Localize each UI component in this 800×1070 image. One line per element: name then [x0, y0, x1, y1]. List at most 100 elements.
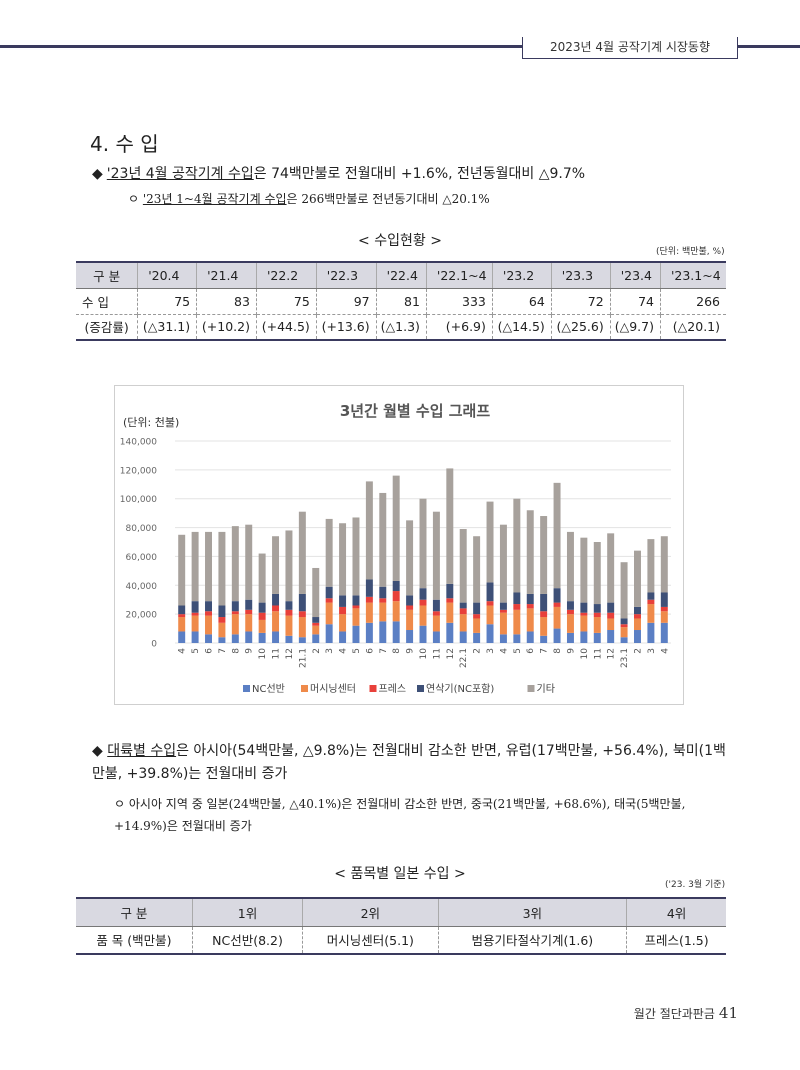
- bar-segment-0: [566, 632, 574, 643]
- header-cell-rank: 2위: [302, 897, 439, 927]
- x-tick-label: 8: [231, 648, 241, 654]
- bar-segment-4: [499, 524, 507, 603]
- bar-segment-2: [379, 598, 387, 603]
- bar-segment-1: [285, 615, 293, 636]
- bar-segment-3: [258, 602, 266, 613]
- bar-segment-4: [178, 534, 186, 606]
- bar-segment-4: [620, 562, 628, 619]
- bar-segment-4: [231, 526, 239, 602]
- bar-segment-3: [392, 580, 400, 592]
- bar-segment-3: [486, 582, 494, 602]
- bar-segment-1: [272, 611, 280, 632]
- legend-swatch: [417, 685, 424, 692]
- table-cell: 333: [425, 288, 493, 314]
- bar-segment-1: [634, 618, 641, 631]
- x-tick-label: 7: [540, 648, 550, 654]
- x-tick-label: 3: [486, 648, 496, 654]
- table-cell: (+10.2): [196, 313, 257, 341]
- x-tick-label: 5: [513, 648, 523, 654]
- x-tick-label: 10: [580, 648, 590, 660]
- bar-segment-4: [593, 542, 601, 605]
- bar-segment-0: [325, 624, 333, 643]
- bar-segment-0: [312, 634, 320, 643]
- japan-import-caption: < 품목별 일본 수입 >: [334, 866, 466, 882]
- table-cell: 266: [659, 288, 726, 314]
- japan-import-table: 구 분 1위 2위 3위 4위 품 목 (백만불) NC선반(8.2) 머시닝센터(5.1)…: [76, 897, 726, 955]
- bar-segment-3: [499, 602, 507, 610]
- bar-segment-3: [245, 599, 253, 610]
- row-label: (증감률): [76, 313, 138, 341]
- bar-segment-4: [258, 553, 266, 603]
- table-row: (증감률) (△31.1) (+10.2) (+44.5) (+13.6) (△1.3)(…: [76, 313, 726, 341]
- summary-sub-bullet-text: 은 266백만불로 전년동기대비 △20.1%: [286, 192, 490, 206]
- bar-segment-2: [566, 609, 574, 615]
- bar-segment-0: [245, 631, 253, 643]
- legend-swatch: [369, 685, 377, 692]
- bar-segment-2: [325, 598, 333, 603]
- bar-segment-1: [352, 608, 360, 626]
- bar-segment-1: [379, 602, 387, 622]
- region-bullet-subject: 대륙별 수입: [107, 743, 177, 759]
- japan-import-unit: ('23. 3월 기준): [665, 880, 726, 890]
- x-tick-label: 11: [432, 648, 442, 659]
- bar-segment-4: [580, 537, 588, 603]
- header-rule: [0, 45, 800, 48]
- bar-segment-2: [392, 591, 400, 602]
- bar-segment-0: [540, 635, 548, 643]
- table-cell: 머시닝센터(5.1): [302, 926, 439, 955]
- import-status-unit: (단위: 백만불, %): [656, 247, 725, 257]
- bar-segment-1: [419, 605, 427, 626]
- bar-segment-3: [580, 602, 588, 613]
- bar-segment-0: [392, 621, 400, 643]
- diamond-bullet-icon: ◆: [92, 743, 103, 759]
- table-cell: (+44.5): [255, 313, 317, 341]
- bar-segment-1: [325, 602, 333, 625]
- bar-segment-4: [513, 498, 521, 593]
- bar-segment-3: [178, 605, 186, 615]
- bar-segment-0: [432, 631, 440, 643]
- bar-segment-0: [620, 637, 628, 643]
- bar-segment-4: [473, 536, 481, 603]
- bar-segment-2: [526, 604, 534, 609]
- x-tick-label: 7: [218, 648, 228, 654]
- bar-segment-4: [272, 536, 280, 594]
- bar-segment-0: [634, 630, 641, 643]
- bar-segment-0: [352, 625, 360, 643]
- bar-segment-1: [218, 622, 226, 638]
- bar-segment-1: [432, 615, 440, 632]
- bar-segment-2: [486, 601, 494, 606]
- bar-segment-1: [406, 609, 414, 631]
- bar-segment-1: [540, 617, 548, 636]
- bar-segment-0: [473, 632, 481, 643]
- table-cell: 75: [255, 288, 317, 314]
- bar-segment-2: [312, 622, 320, 626]
- bar-segment-1: [392, 601, 400, 622]
- bar-segment-2: [499, 609, 507, 613]
- header-cell-rank: 1위: [191, 897, 303, 927]
- bar-segment-2: [473, 614, 481, 619]
- bar-segment-1: [205, 615, 212, 635]
- region-bullet: ◆ 대륙별 수입은 아시아(54백만불, △9.8%)는 전월대비 감소한 반면…: [92, 740, 732, 786]
- bar-segment-1: [499, 612, 507, 635]
- bar-segment-4: [218, 531, 226, 606]
- bar-segment-3: [607, 602, 615, 613]
- bar-segment-3: [566, 601, 574, 610]
- header-cell-rank: 4위: [626, 897, 726, 927]
- bar-segment-4: [191, 531, 199, 602]
- bar-segment-1: [191, 615, 199, 632]
- bar-segment-1: [580, 615, 588, 632]
- x-tick-label: 4: [660, 648, 670, 654]
- x-tick-label: 3: [325, 648, 335, 654]
- bar-segment-1: [526, 608, 534, 632]
- y-tick-label: 0: [151, 640, 157, 650]
- table-cell: (+13.6): [315, 313, 377, 341]
- table-cell: 74: [609, 288, 661, 314]
- bar-segment-1: [607, 618, 615, 631]
- bar-segment-2: [432, 611, 440, 616]
- bar-segment-0: [486, 624, 494, 643]
- bar-segment-2: [620, 624, 628, 628]
- bar-segment-4: [486, 501, 494, 583]
- x-tick-label: 21.1: [298, 648, 308, 668]
- bar-segment-4: [365, 481, 373, 580]
- bar-segment-1: [339, 614, 347, 632]
